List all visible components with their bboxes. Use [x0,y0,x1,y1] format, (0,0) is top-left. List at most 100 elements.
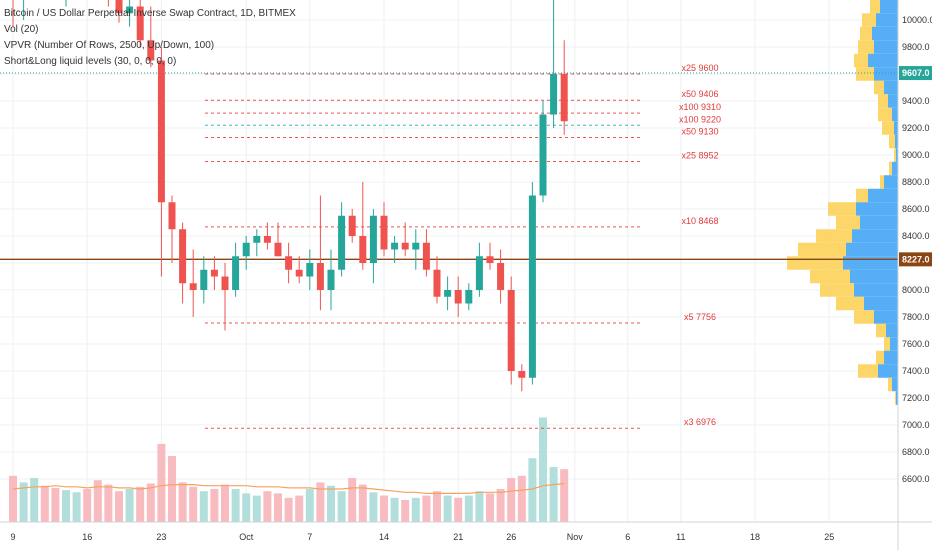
candle-body [115,0,123,14]
candle-body [550,74,558,115]
volume-bar [528,458,537,522]
volume-bar [157,443,166,522]
x-tick-label: Oct [239,532,254,542]
volume-bar [486,493,494,522]
volume-bar [507,478,516,522]
candle-body [157,60,165,203]
x-tick-label: 16 [82,532,92,542]
y-tick-label: 8000.0 [902,285,930,295]
volume-bar [9,475,17,522]
volume-profile-down-row [889,161,892,176]
volume-profile-up-row [896,148,898,162]
volume-bar [136,486,145,522]
volume-profile-up-row [884,175,898,189]
volume-profile-down-row [854,310,874,324]
volume-profile-down-row [856,67,874,81]
volume-profile-down-row [798,242,846,257]
candle-body [475,256,483,290]
volume-profile-down-row [882,121,894,135]
volume-profile-up-row [896,391,898,405]
y-tick-label: 8600.0 [902,204,930,214]
volume-profile-up-row [878,364,898,378]
volume-bar [316,482,325,522]
volume-bar [517,475,526,522]
candle-body [263,236,271,243]
volume-bar [274,493,282,522]
y-tick-label: 7600.0 [902,339,930,349]
candle-body [465,290,473,304]
volume-profile-up-row [868,53,898,68]
volume-profile-up-row [852,229,898,243]
vpvr-indicator-label: VPVR (Number Of Rows, 2500, Up/Down, 100… [4,40,215,51]
volume-bar [252,495,261,522]
liquid-level-label: x50 9130 [681,126,718,136]
candle-body [189,283,197,290]
candle-body [380,215,388,250]
volume-profile-up-row [892,107,898,122]
candle-body [168,202,176,230]
liquid-levels-indicator-label: Short&Long liquid levels (30, 0, 0, 0, 0… [4,56,177,67]
volume-bar [242,493,251,522]
candle-body [316,263,324,290]
candle-body [486,256,494,263]
candle-body [327,269,335,290]
candle-body [348,215,356,236]
volume-bar [337,491,346,522]
volume-bar [30,478,39,522]
y-tick-label: 8400.0 [902,231,930,241]
x-tick-label: 18 [750,532,760,542]
volume-profile-up-row [850,269,898,284]
volume-bar [443,495,452,522]
volume-profile-down-row [858,40,874,54]
volume-bar [189,486,198,522]
candle-body [136,6,144,41]
volume-bar [72,492,81,522]
volume-profile-up-row [874,310,898,324]
volume-bar [19,482,28,522]
candle-body [306,263,314,277]
volume-bar [433,491,441,522]
volume-profile-down-row [880,175,884,189]
y-tick-label: 10000.0 [902,15,932,25]
liquid-level-label: x50 9406 [681,89,718,99]
volume-profile-up-row [888,94,898,108]
x-tick-label: 14 [379,532,389,542]
x-tick-label: 9 [10,532,15,542]
volume-bar [231,489,240,522]
volume-bar [146,483,155,522]
candle-body [179,229,187,284]
volume-profile-up-row [890,337,898,351]
volume-bar [305,489,314,522]
volume-bar [358,484,367,522]
candle-body [285,256,293,270]
volume-profile-down-row [894,148,896,162]
volume-profile-up-row [876,13,898,27]
volume-profile-down-row [828,202,856,216]
volume-profile-down-row [862,13,876,27]
volume-bar [115,491,123,522]
candle-body [295,269,303,277]
y-tick-label: 9400.0 [902,96,930,106]
volume-bar [221,484,229,522]
candle-body [497,263,505,290]
volume-profile-up-row [884,350,898,365]
price-axis-bg [898,0,932,550]
candle-body [274,242,282,257]
liquid-level-label: x25 8952 [681,150,718,160]
volume-profile-down-row [878,107,892,122]
candle-body [369,215,377,263]
volume-profile-up-row [872,26,898,41]
volume-bar [263,491,272,522]
y-tick-label: 7400.0 [902,366,930,376]
last-price-badge-label: 9607.0 [902,68,930,78]
x-tick-label: 23 [156,532,166,542]
volume-bar [295,495,304,522]
volume-profile-up-row [880,0,898,14]
volume-bar [549,467,558,522]
volume-bar [199,491,208,522]
volume-bar [178,482,187,522]
volume-profile-down-row [836,296,864,311]
volume-bar [380,495,388,522]
